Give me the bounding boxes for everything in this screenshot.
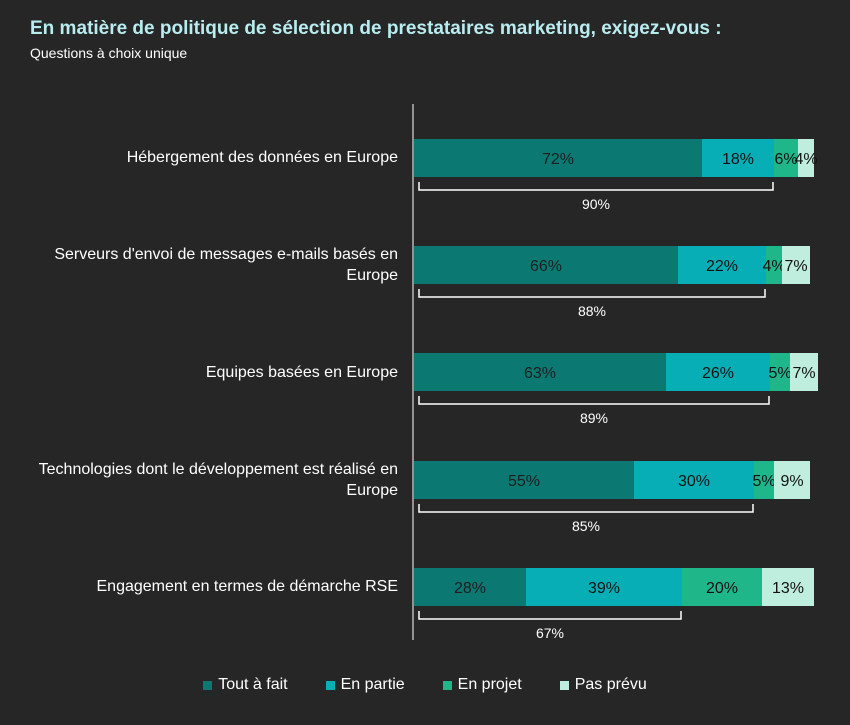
data-label: 20%	[706, 580, 738, 597]
data-label: 55%	[508, 473, 540, 490]
category-label: Equipes basées en Europe	[205, 364, 398, 381]
category-label: Serveurs d'envoi de messages e-mails bas…	[54, 246, 398, 284]
data-label: 4%	[794, 151, 817, 168]
bar-segment	[678, 246, 766, 284]
data-label: 13%	[772, 580, 804, 597]
data-label: 28%	[454, 580, 486, 597]
data-label: 5%	[752, 473, 775, 490]
bracket-total-label: 67%	[536, 625, 564, 641]
data-label: 6%	[774, 151, 797, 168]
bar-segment	[702, 139, 774, 177]
total-bracket	[418, 182, 774, 191]
chart-legend: Tout à fait En partie En projet Pas prév…	[0, 676, 850, 694]
bracket-total-label: 89%	[580, 410, 608, 426]
legend-swatch	[325, 680, 335, 690]
legend-swatch	[559, 680, 569, 690]
chart-title: En matière de politique de sélection de …	[30, 18, 722, 39]
legend-item: Tout à fait	[203, 676, 288, 694]
bar-segment	[762, 568, 814, 606]
chart-subtitle: Questions à choix unique	[30, 45, 188, 61]
data-label: 39%	[588, 580, 620, 597]
bracket-total-label: 85%	[572, 518, 600, 534]
data-label: 63%	[524, 365, 556, 382]
bar-segment	[666, 353, 770, 391]
category-label: Hébergement des données en Europe	[126, 149, 398, 166]
total-bracket	[418, 611, 682, 620]
data-label: 66%	[530, 258, 562, 275]
bar-segment	[774, 461, 810, 499]
bracket-total-label: 90%	[582, 196, 610, 212]
category-label: Technologies dont le développement est r…	[38, 461, 398, 499]
bar-segment	[414, 246, 678, 284]
total-bracket	[418, 289, 766, 298]
data-label: 7%	[784, 258, 807, 275]
bar-segment	[798, 139, 814, 177]
bar-segment	[414, 568, 526, 606]
legend-label: En projet	[457, 676, 522, 693]
data-label: 18%	[722, 151, 754, 168]
bar-segment	[414, 461, 634, 499]
legend-label: Pas prévu	[574, 676, 647, 693]
category-label: Engagement en termes de démarche RSE	[96, 578, 399, 595]
legend-swatch	[442, 680, 452, 690]
legend-item: En projet	[442, 676, 522, 694]
bar-segment	[526, 568, 682, 606]
bar-segment	[634, 461, 754, 499]
bar-segment	[414, 139, 702, 177]
legend-swatch	[203, 680, 213, 690]
bracket-total-label: 88%	[578, 303, 606, 319]
data-label: 22%	[706, 258, 738, 275]
legend-item: En partie	[325, 676, 405, 694]
legend-label: Tout à fait	[218, 676, 288, 693]
bar-segment	[766, 246, 782, 284]
total-bracket	[418, 504, 754, 513]
bar-segment	[414, 353, 666, 391]
data-label: 5%	[768, 365, 791, 382]
bar-segment	[682, 568, 762, 606]
bar-segment	[754, 461, 774, 499]
legend-item: Pas prévu	[559, 676, 647, 694]
data-label: 30%	[678, 473, 710, 490]
data-label: 4%	[762, 258, 785, 275]
bar-segment	[782, 246, 810, 284]
data-label: 72%	[542, 151, 574, 168]
bar-segment	[774, 139, 798, 177]
legend-label: En partie	[340, 676, 405, 693]
total-bracket	[418, 396, 770, 405]
bar-segment	[790, 353, 818, 391]
data-label: 9%	[780, 473, 803, 490]
data-label: 7%	[792, 365, 815, 382]
bar-segment	[770, 353, 790, 391]
data-label: 26%	[702, 365, 734, 382]
